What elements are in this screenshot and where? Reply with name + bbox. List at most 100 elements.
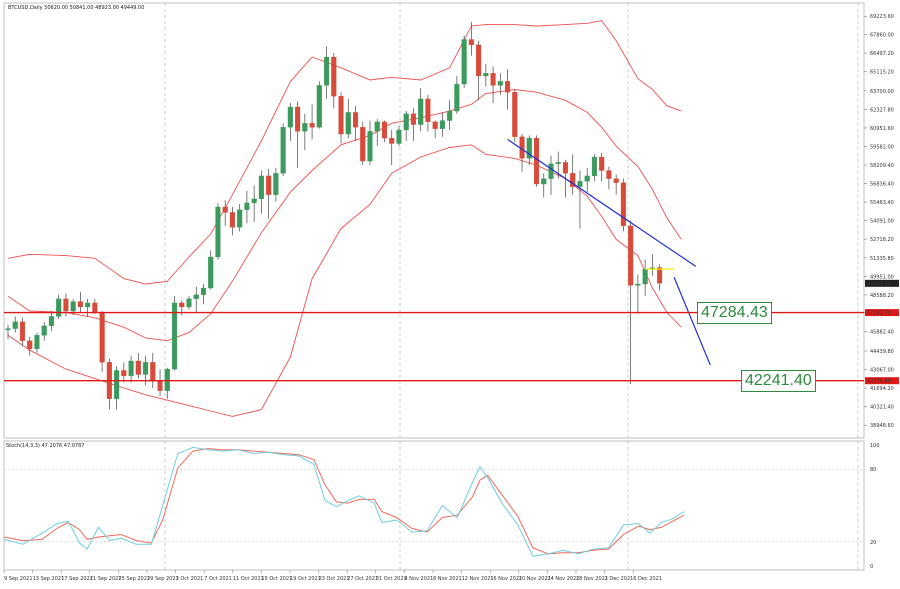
candle-body [92, 302, 98, 313]
candle [266, 169, 272, 220]
time-tick-label: 11 Oct 2021 [233, 576, 264, 582]
candle-body [548, 163, 554, 179]
candle [186, 296, 192, 310]
price-tick-label: 63700.00 [870, 89, 894, 95]
candle-body [613, 178, 619, 183]
candle-body [70, 301, 76, 312]
candle [331, 52, 337, 109]
candle-body [352, 112, 359, 128]
candle-body [128, 360, 134, 377]
price-level-tag [865, 309, 899, 317]
candle [27, 336, 33, 356]
candle [324, 46, 330, 99]
candle [128, 355, 134, 383]
candle-body [193, 294, 199, 300]
chart-title: BTCUSD,Daily 50620.00 50841.00 48923.00 … [8, 5, 144, 11]
candle-body [635, 283, 641, 286]
candle [620, 178, 626, 232]
time-tick-label: 17 Sep 2021 [61, 576, 93, 582]
candle [222, 200, 228, 226]
candle [439, 112, 445, 137]
candle [490, 66, 496, 103]
price-tick-label: 58209.40 [870, 163, 894, 169]
candle-body [628, 225, 634, 286]
candle [215, 202, 221, 260]
candle-body [56, 298, 62, 317]
candle-body [461, 39, 467, 85]
candle-body [200, 287, 207, 295]
price-tick-label: 40321.40 [870, 405, 894, 411]
candle-body [121, 370, 127, 377]
time-tick-label: 25 Sep 2021 [118, 576, 150, 582]
candle-body [526, 137, 532, 159]
bollinger-lower-line [7, 144, 682, 417]
candle-body [280, 127, 286, 174]
candle-body [63, 298, 69, 312]
candle-body [505, 81, 511, 93]
candle-body [512, 92, 518, 137]
candle [171, 296, 178, 371]
candle [237, 204, 243, 232]
trendline [507, 138, 697, 267]
candle [505, 69, 511, 110]
price-tick-label: 49951.00 [870, 275, 894, 281]
candle-body [591, 156, 597, 177]
candle-body [584, 175, 590, 182]
candle [48, 311, 54, 332]
candle-body [642, 268, 648, 285]
candle [121, 362, 127, 383]
candle [114, 366, 120, 410]
time-tick-label: 13 Sep 2021 [33, 576, 65, 582]
candle-body [114, 370, 120, 399]
price-tick-label: 55463.40 [870, 200, 894, 206]
candle [302, 113, 308, 151]
candle [584, 167, 590, 193]
candle-body [287, 106, 293, 128]
price-tick-label: 65115.20 [870, 70, 894, 76]
candle-body [273, 173, 279, 195]
price-tick-label: 43067.00 [870, 368, 894, 374]
time-tick-label: 29 Sep 2021 [147, 576, 179, 582]
candle [34, 332, 40, 353]
candle [512, 89, 518, 143]
candle [468, 21, 474, 56]
price-tick-label: 59582.00 [870, 144, 894, 150]
level-value-box: 47284.43 [697, 301, 772, 324]
candle [338, 92, 344, 144]
candle [77, 292, 83, 313]
candle-body [483, 73, 489, 77]
current-price-tag [865, 279, 899, 287]
candle [309, 104, 315, 140]
candle-body [179, 302, 185, 308]
candle-body [143, 362, 149, 375]
price-level-tag [865, 377, 899, 385]
price-tick-label: 52718.20 [870, 237, 894, 243]
candle-body [606, 170, 612, 179]
candle-body [99, 312, 105, 363]
price-tick-label: 41694.20 [870, 386, 894, 392]
candle-body [316, 85, 322, 128]
time-tick-label: 27 Oct 2021 [347, 576, 378, 582]
candle [599, 152, 605, 182]
candle [352, 105, 359, 141]
candle-body [432, 121, 438, 129]
candle [287, 102, 293, 141]
time-tick-label: 7 Oct 2021 [204, 576, 232, 582]
candle [200, 283, 207, 305]
candle-body [237, 209, 243, 228]
candle-body [48, 316, 54, 327]
candle-body [34, 335, 40, 349]
candle-body [570, 173, 576, 187]
time-tick-label: 3 Oct 2021 [176, 576, 204, 582]
candle [367, 120, 373, 166]
price-tick-label: 48588.20 [870, 293, 894, 299]
candle-body [555, 162, 561, 164]
candle [244, 190, 250, 224]
price-tick-label: 60951.60 [870, 126, 894, 132]
candle [295, 101, 301, 168]
candle-body [251, 198, 257, 204]
candle [106, 358, 112, 410]
stoch-signal-line [3, 448, 685, 555]
